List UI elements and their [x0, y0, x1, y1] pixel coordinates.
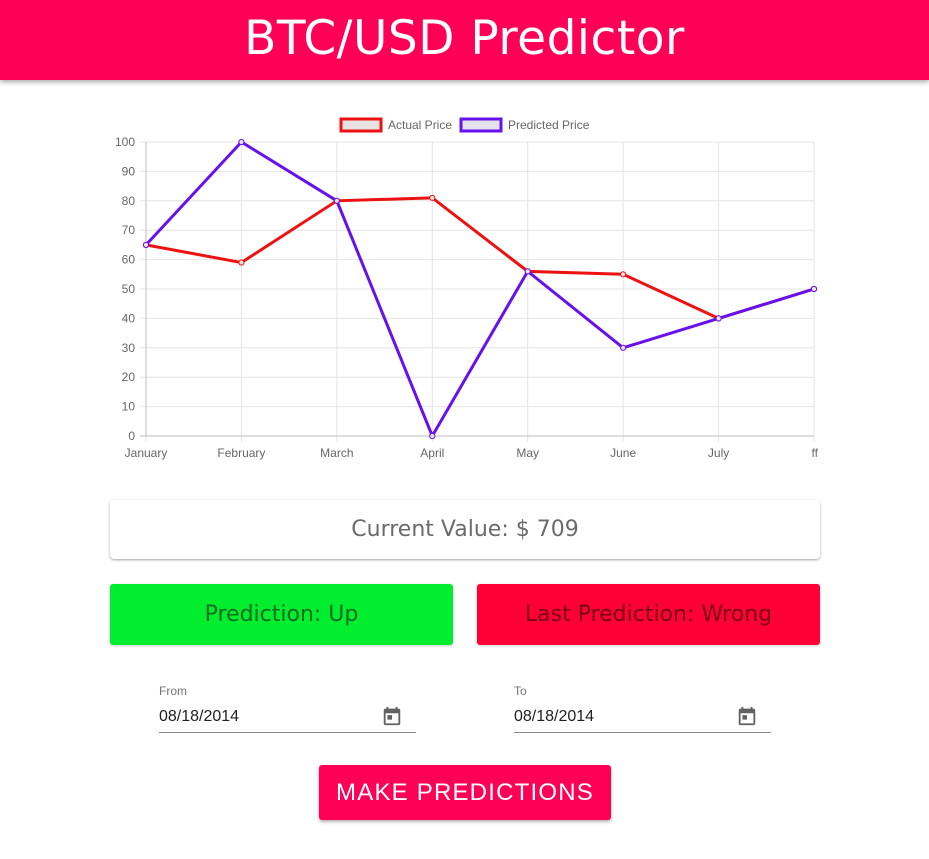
y-tick-label: 0: [128, 429, 135, 443]
calendar-icon[interactable]: [736, 705, 758, 727]
data-point-1: [524, 268, 531, 275]
calendar-icon[interactable]: [381, 705, 403, 727]
y-tick-label: 30: [122, 341, 136, 355]
prediction-label: Prediction: Up: [204, 602, 359, 627]
legend-swatch-0: [339, 117, 383, 133]
x-tick-label: July: [708, 446, 729, 460]
x-tick-label: January: [125, 446, 168, 460]
data-point-1: [333, 197, 340, 204]
x-tick-label: April: [420, 446, 444, 460]
series-line-1: [144, 140, 815, 440]
to-date-input[interactable]: [514, 704, 734, 730]
x-tick-label: May: [516, 446, 539, 460]
to-date-label: To: [514, 684, 527, 698]
x-tick-label: February: [217, 446, 265, 460]
data-point-0: [620, 271, 627, 278]
data-point-1: [715, 315, 722, 322]
from-date-field: From: [159, 684, 416, 734]
current-value-text: Current Value: $ 709: [351, 517, 579, 542]
current-value-card: Current Value: $ 709: [110, 500, 820, 559]
data-point-1: [142, 241, 150, 248]
legend-label-0: Actual Price: [388, 118, 452, 132]
from-date-underline: [159, 732, 416, 733]
y-tick-label: 60: [122, 253, 136, 267]
app-header: BTC/USD Predictor: [0, 0, 929, 80]
data-point-0: [238, 259, 245, 266]
y-tick-label: 100: [115, 135, 135, 149]
to-date-underline: [514, 732, 771, 733]
legend-label-1: Predicted Price: [508, 118, 590, 132]
y-tick-label: 90: [122, 164, 136, 178]
y-tick-label: 10: [122, 400, 136, 414]
make-predictions-button[interactable]: MAKE PREDICTIONS: [319, 765, 611, 820]
data-point-1: [810, 285, 818, 293]
x-tick-label: ff: [812, 446, 819, 460]
y-tick-label: 50: [122, 282, 136, 296]
data-point-1: [238, 138, 245, 146]
page-title: BTC/USD Predictor: [244, 10, 685, 66]
x-tick-label: March: [320, 446, 353, 460]
prediction-up-button[interactable]: Prediction: Up: [110, 584, 453, 645]
y-tick-label: 70: [122, 223, 136, 237]
price-chart: 0 10 20 30 40 50 60 70 80 90 100 January February Mar…: [105, 112, 825, 467]
to-date-field: To: [514, 684, 771, 734]
legend-swatch-1: [459, 117, 503, 133]
series-line-0: [145, 196, 815, 321]
last-prediction-label: Last Prediction: Wrong: [524, 602, 773, 627]
y-tick-label: 80: [122, 194, 136, 208]
x-tick-label: June: [610, 446, 636, 460]
y-tick-label: 20: [122, 370, 136, 384]
data-point-1: [620, 344, 627, 351]
data-point-1: [429, 432, 436, 440]
from-date-input[interactable]: [159, 704, 379, 730]
from-date-label: From: [159, 684, 187, 698]
y-tick-label: 40: [122, 311, 136, 325]
last-prediction-button[interactable]: Last Prediction: Wrong: [477, 584, 820, 645]
data-point-0: [429, 194, 436, 201]
price-chart-svg: 0 10 20 30 40 50 60 70 80 90 100 January February Mar…: [115, 117, 819, 460]
